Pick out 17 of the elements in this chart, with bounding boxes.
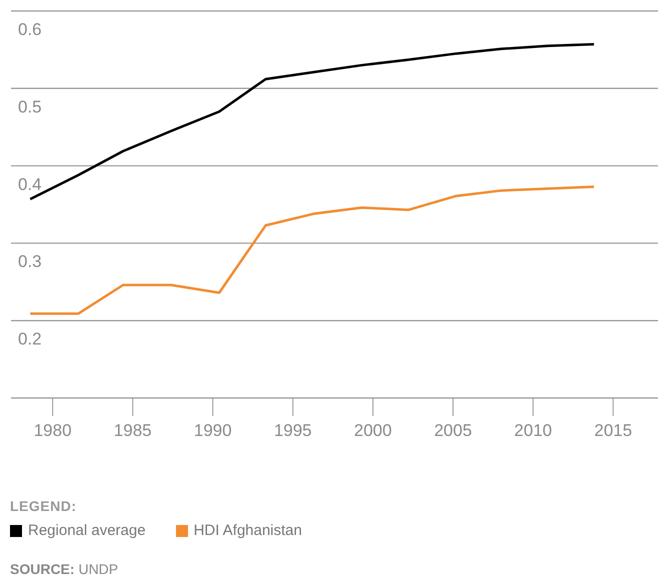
x-tick-label: 1980 [34, 421, 72, 440]
x-tick-label: 1990 [194, 421, 232, 440]
x-tick-label: 1995 [274, 421, 312, 440]
x-tick-label: 2015 [594, 421, 632, 440]
y-tick-label: 0.6 [18, 20, 42, 39]
legend-title: LEGEND: [10, 498, 78, 514]
y-tick-label: 0.3 [18, 252, 42, 272]
legend-label: HDI Afghanistan [194, 522, 302, 539]
y-tick-label: 0.5 [18, 97, 42, 116]
x-tick-label: 1985 [114, 421, 152, 440]
legend-label: Regional average [28, 522, 146, 539]
x-tick-label: 2010 [514, 421, 552, 440]
y-tick-label: 0.4 [18, 174, 42, 194]
x-tick-label: 2000 [354, 421, 392, 440]
source-note: SOURCE: UNDP [10, 561, 120, 577]
x-tick-label: 2005 [434, 421, 472, 440]
y-tick-label: 0.2 [18, 330, 42, 349]
